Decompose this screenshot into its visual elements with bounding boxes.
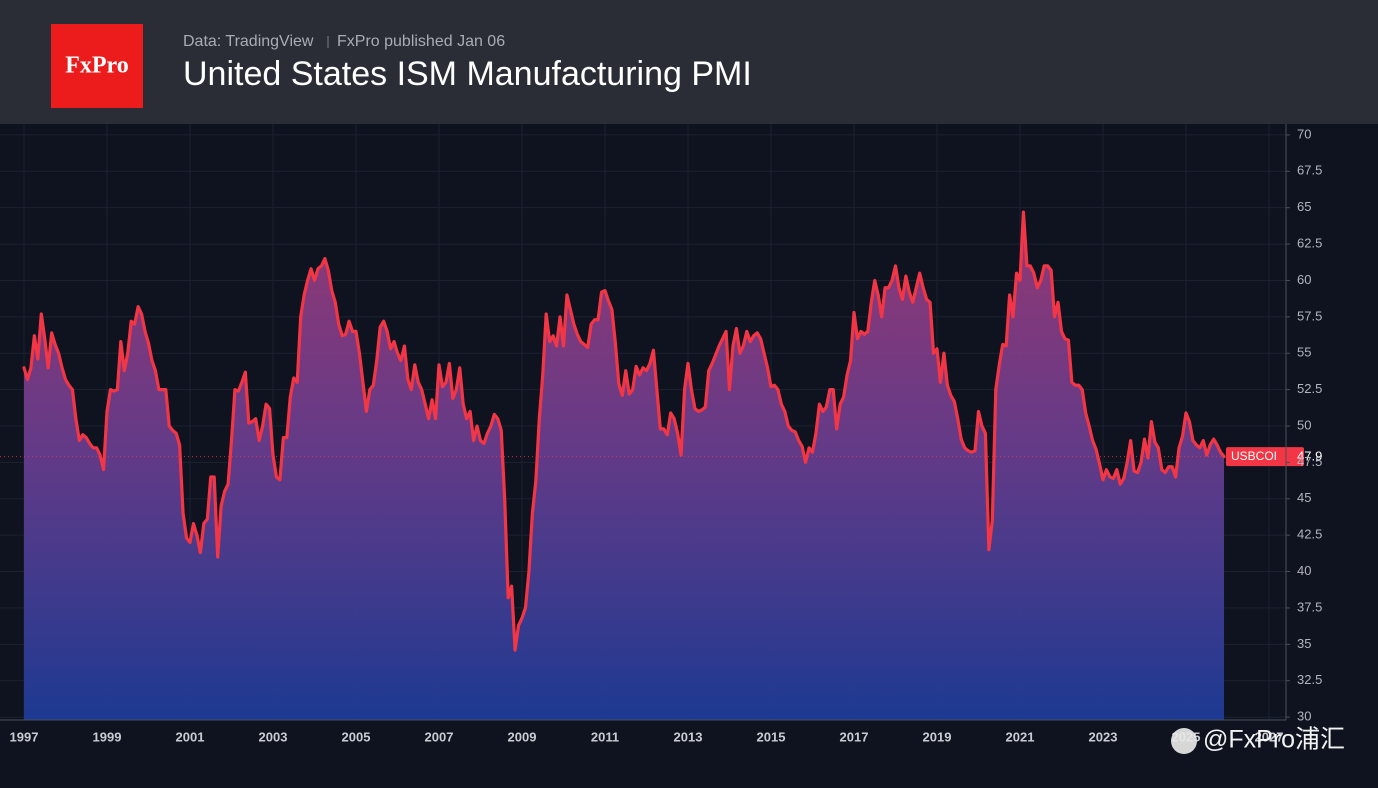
x-tick-label: 2017 [840, 729, 869, 744]
area [24, 212, 1225, 721]
price-label-box [1226, 447, 1304, 467]
y-tick-label: 67.5 [1297, 163, 1322, 178]
x-tick-label: 2027 [1255, 729, 1284, 744]
x-tick-label: 2019 [923, 729, 952, 744]
x-tick-label: 2023 [1089, 729, 1118, 744]
x-tick-label: 2005 [342, 729, 371, 744]
y-tick-label: 52.5 [1297, 381, 1322, 396]
y-tick-label: 57.5 [1297, 308, 1322, 323]
line [22, 210, 1226, 652]
x-tick-label: 2007 [425, 729, 454, 744]
source: Data: TradingView [183, 33, 314, 50]
logo-text: FxPro [65, 53, 129, 79]
y-tick-label: 42.5 [1297, 527, 1322, 542]
y-tick-label: 30 [1297, 709, 1311, 724]
y-tick-label: 70 [1297, 126, 1311, 141]
y-tick-label: 32.5 [1297, 672, 1322, 687]
y-tick-label: 60 [1297, 272, 1311, 287]
y-tick-label: 37.5 [1297, 599, 1322, 614]
header-bar [0, 0, 1378, 124]
y-tick-label: 40 [1297, 563, 1311, 578]
y-tick-label: 47.5 [1297, 454, 1322, 469]
chart-title: United States ISM Manufacturing PMI [183, 55, 752, 93]
axes: 30 32.5 35 37.5 40 42.5 45 47.5 50 52.5 55 57.5 60 62… [0, 124, 1322, 744]
watermark-icon [1171, 728, 1197, 754]
y-tick-label: 65 [1297, 199, 1311, 214]
x-tick-label: 2021 [1006, 729, 1035, 744]
y-tick-label: 55 [1297, 345, 1311, 360]
logo-box [51, 24, 143, 108]
x-tick-label: 2003 [259, 729, 288, 744]
x-tick-label: 1997 [10, 729, 39, 744]
x-tick-label: 2013 [674, 729, 703, 744]
price-label-value: 47.9 [1297, 449, 1322, 464]
x-tick-label: 2011 [591, 729, 619, 744]
x-tick-label: 2009 [508, 729, 537, 744]
x-tick-label: 2001 [176, 729, 205, 744]
y-tick-label: 35 [1297, 636, 1311, 651]
y-tick-label: 50 [1297, 417, 1311, 432]
y-tick-label: 62.5 [1297, 236, 1322, 251]
x-tick-label: 1999 [93, 729, 122, 744]
overlay: @FxPro浦汇 [1171, 726, 1345, 754]
x-tick-label: 2015 [757, 729, 786, 744]
price-label-name: USBCOI [1231, 449, 1277, 463]
published: FxPro published Jan 06 [337, 33, 505, 50]
watermark: @FxPro浦汇 [1203, 726, 1345, 754]
y-tick-label: 45 [1297, 490, 1311, 505]
plot: USBCOI 47.9 [0, 210, 1322, 721]
